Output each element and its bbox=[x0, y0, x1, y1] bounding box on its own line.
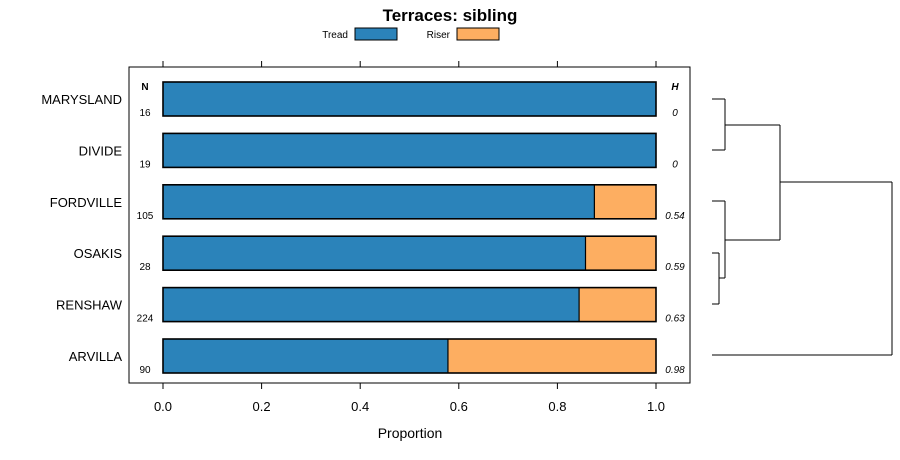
h-value: 0.98 bbox=[665, 365, 685, 376]
category-label: MARYSLAND bbox=[41, 92, 122, 107]
plot-frame bbox=[128, 66, 691, 384]
bar-outline bbox=[162, 286, 657, 323]
bar-segment-riser bbox=[585, 236, 656, 271]
x-axis: 0.0 0.2 0.4 0.6 0.8 1.0 bbox=[154, 383, 665, 414]
n-column: N 16 19 105 28 224 90 bbox=[137, 82, 154, 376]
h-value: 0 bbox=[672, 108, 678, 119]
bar-segment-tread bbox=[163, 236, 586, 271]
h-header: H bbox=[671, 82, 679, 93]
n-header: N bbox=[141, 82, 148, 93]
legend-label-riser: Riser bbox=[427, 30, 451, 41]
bar-outline bbox=[162, 81, 657, 117]
legend-swatch-tread bbox=[354, 27, 398, 41]
dendrogram bbox=[712, 98, 893, 356]
category-label: DIVIDE bbox=[79, 143, 123, 158]
bar-segment-tread bbox=[163, 133, 656, 168]
n-value: 19 bbox=[139, 159, 151, 170]
n-value: 28 bbox=[139, 262, 151, 273]
h-column: H 0 0 0.54 0.59 0.63 0.98 bbox=[665, 82, 685, 376]
n-value: 90 bbox=[139, 365, 151, 376]
legend: Tread Riser bbox=[322, 27, 500, 41]
x-tick-label: 0.0 bbox=[154, 399, 172, 414]
legend-label-tread: Tread bbox=[322, 30, 348, 41]
h-value: 0.54 bbox=[665, 211, 685, 222]
n-value: 224 bbox=[137, 314, 154, 325]
x-tick-label: 0.2 bbox=[253, 399, 271, 414]
bar-segment-tread bbox=[163, 82, 656, 116]
bar-segment-tread bbox=[163, 339, 448, 373]
category-label: RENSHAW bbox=[56, 298, 123, 313]
bar-outline bbox=[162, 132, 657, 169]
h-value: 0.63 bbox=[665, 314, 685, 325]
category-label: FORDVILLE bbox=[50, 195, 123, 210]
chart-title: Terraces: sibling bbox=[383, 6, 518, 25]
bars bbox=[162, 81, 657, 374]
x-axis-label: Proportion bbox=[378, 425, 443, 441]
category-label: OSAKIS bbox=[74, 246, 123, 261]
bar-segment-riser bbox=[594, 184, 656, 219]
x-tick-label: 0.8 bbox=[548, 399, 566, 414]
bar-outline bbox=[162, 235, 657, 271]
bar-outline bbox=[162, 338, 657, 374]
top-axis-ticks bbox=[162, 61, 657, 67]
n-value: 105 bbox=[137, 211, 154, 222]
h-value: 0.59 bbox=[665, 262, 685, 273]
bar-outline bbox=[162, 184, 657, 220]
x-tick-label: 1.0 bbox=[647, 399, 665, 414]
category-labels: MARYSLAND DIVIDE FORDVILLE OSAKIS RENSHAW ARV… bbox=[41, 92, 122, 364]
x-tick-label: 0.6 bbox=[450, 399, 468, 414]
x-tick-label: 0.4 bbox=[351, 399, 369, 414]
category-label: ARVILLA bbox=[69, 349, 123, 364]
bar-segment-riser bbox=[579, 287, 656, 322]
bar-segment-tread bbox=[163, 287, 580, 322]
bar-segment-tread bbox=[163, 184, 595, 219]
legend-swatch-riser bbox=[456, 27, 500, 41]
bar-segment-riser bbox=[447, 339, 656, 373]
n-value: 16 bbox=[139, 108, 151, 119]
h-value: 0 bbox=[672, 159, 678, 170]
